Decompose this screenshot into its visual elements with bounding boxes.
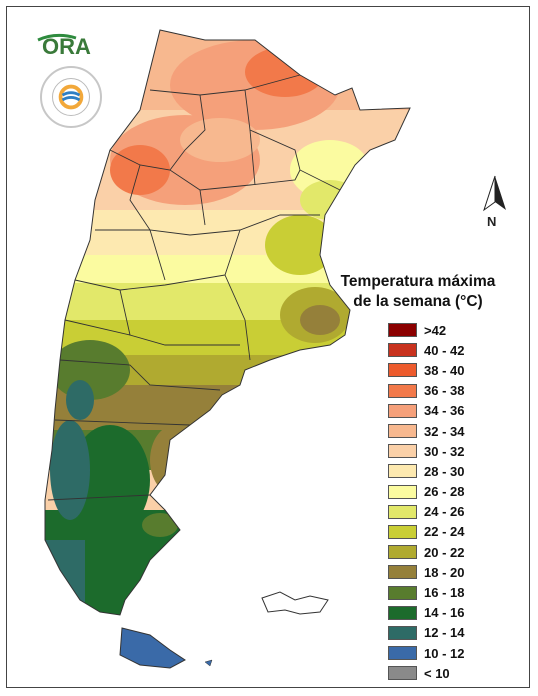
legend-item: 28 - 30 xyxy=(388,461,530,481)
legend-item: 38 - 40 xyxy=(388,360,530,380)
legend-item: 40 - 42 xyxy=(388,340,530,360)
legend-swatch xyxy=(388,403,417,418)
legend-label: 32 - 34 xyxy=(424,423,465,439)
legend-list: >42 40 - 42 38 - 40 36 - 38 34 - 36 32 - 34 30… xyxy=(388,320,530,683)
legend-label: 26 - 28 xyxy=(424,484,465,500)
legend-item: 30 - 32 xyxy=(388,441,530,461)
legend-swatch xyxy=(388,625,417,640)
legend-label: 24 - 26 xyxy=(424,504,465,520)
legend-item: 26 - 28 xyxy=(388,482,530,502)
legend-label: 20 - 22 xyxy=(424,544,465,560)
legend-label: 14 - 16 xyxy=(424,605,465,621)
legend-item: 12 - 14 xyxy=(388,623,530,643)
legend-swatch xyxy=(388,585,417,600)
legend-item: 20 - 22 xyxy=(388,542,530,562)
legend-item: 32 - 34 xyxy=(388,421,530,441)
legend-label: 34 - 36 xyxy=(424,403,465,419)
legend-item: 22 - 24 xyxy=(388,522,530,542)
legend-label: 10 - 12 xyxy=(424,645,465,661)
legend-label: 22 - 24 xyxy=(424,524,465,540)
legend-swatch xyxy=(388,363,417,378)
legend-label: 36 - 38 xyxy=(424,383,465,399)
legend-title-line1: Temperatura máxima xyxy=(340,273,496,290)
legend: Temperatura máxima de la semana (°C) >42… xyxy=(340,272,530,683)
legend-swatch xyxy=(388,666,417,681)
legend-label: 12 - 14 xyxy=(424,625,465,641)
legend-item: 24 - 26 xyxy=(388,502,530,522)
legend-swatch xyxy=(388,646,417,661)
legend-item: 18 - 20 xyxy=(388,562,530,582)
legend-item: 14 - 16 xyxy=(388,603,530,623)
legend-item: 36 - 38 xyxy=(388,381,530,401)
legend-item: < 10 xyxy=(388,663,530,683)
legend-swatch xyxy=(388,323,417,338)
legend-swatch xyxy=(388,565,417,580)
legend-swatch xyxy=(388,545,417,560)
legend-swatch xyxy=(388,484,417,499)
legend-label: 28 - 30 xyxy=(424,463,465,479)
legend-swatch xyxy=(388,504,417,519)
legend-swatch xyxy=(388,464,417,479)
ora-logo: ORA xyxy=(36,30,106,59)
legend-item: 10 - 12 xyxy=(388,643,530,663)
map-frame xyxy=(6,6,530,688)
legend-swatch xyxy=(388,424,417,439)
legend-item: 16 - 18 xyxy=(388,582,530,602)
legend-label: < 10 xyxy=(424,665,450,681)
legend-swatch xyxy=(388,524,417,539)
north-label: N xyxy=(487,214,497,229)
legend-item: >42 xyxy=(388,320,530,340)
north-arrow-icon xyxy=(480,174,510,232)
legend-swatch xyxy=(388,444,417,459)
legend-label: >42 xyxy=(424,322,447,338)
legend-label: 38 - 40 xyxy=(424,362,465,378)
legend-swatch xyxy=(388,343,417,358)
smn-seal-emblem xyxy=(52,78,90,116)
legend-label: 40 - 42 xyxy=(424,342,465,358)
legend-title-line2: de la semana (°C) xyxy=(353,293,483,310)
legend-item: 34 - 36 xyxy=(388,401,530,421)
legend-label: 30 - 32 xyxy=(424,443,465,459)
legend-swatch xyxy=(388,605,417,620)
svg-text:ORA: ORA xyxy=(42,34,91,58)
legend-label: 18 - 20 xyxy=(424,564,465,580)
legend-label: 16 - 18 xyxy=(424,585,465,601)
smn-seal-logo xyxy=(40,66,102,128)
legend-swatch xyxy=(388,383,417,398)
